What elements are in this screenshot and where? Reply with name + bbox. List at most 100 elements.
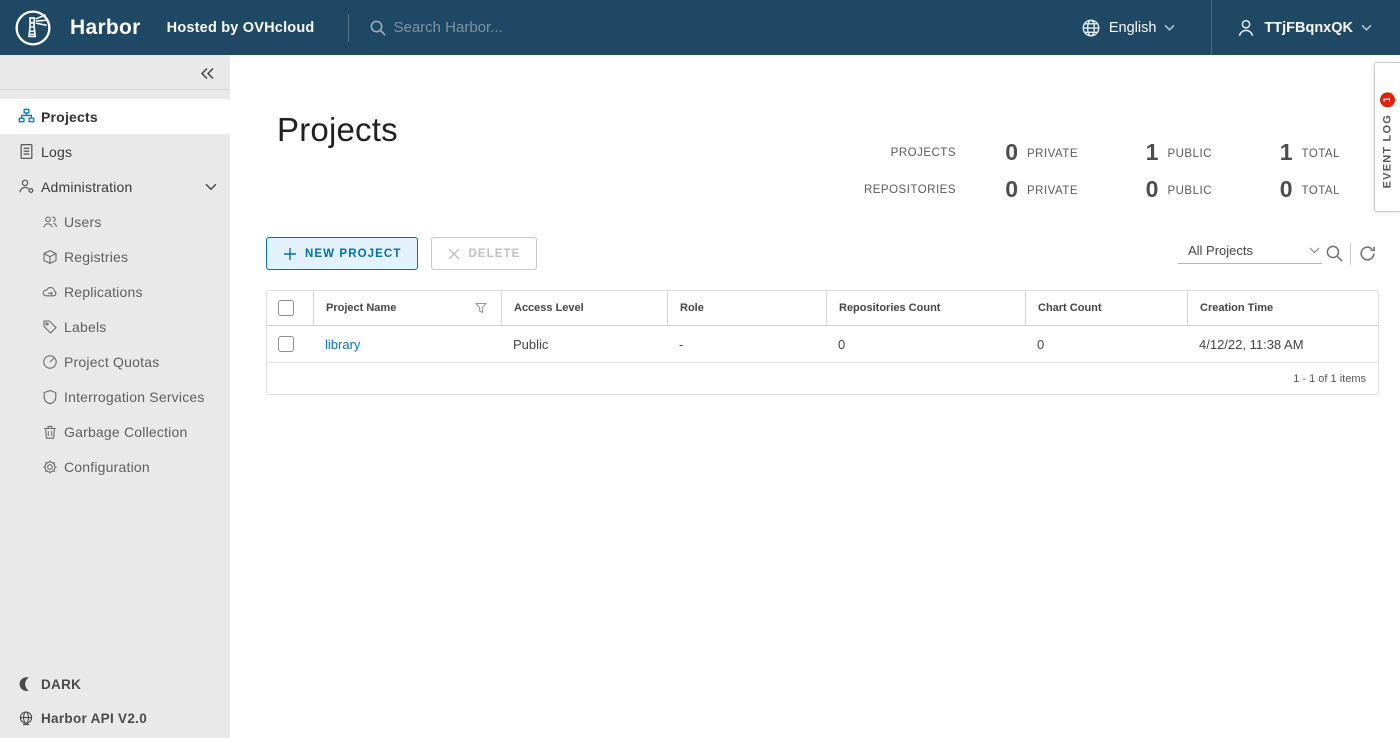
header-right-cluster: English TTjFBqnxQK bbox=[1081, 0, 1400, 55]
repos-private-count: 0 bbox=[1005, 176, 1018, 202]
table-pagination: 1 - 1 of 1 items bbox=[1293, 372, 1366, 385]
summary-stats: PROJECTS 0 PRIVATE 1 PUBLIC 1 TOTAL REPO… bbox=[844, 134, 1340, 208]
column-header: Project Name bbox=[326, 302, 397, 314]
logs-icon bbox=[18, 143, 35, 160]
sidebar-collapse-button[interactable] bbox=[196, 62, 218, 84]
plus-icon bbox=[283, 247, 297, 261]
dark-theme-toggle[interactable]: DARK bbox=[0, 667, 230, 701]
main-content: Projects PROJECTS 0 PRIVATE 1 PUBLIC 1 T… bbox=[230, 55, 1400, 738]
sidebar-item-garbage-collection[interactable]: Garbage Collection bbox=[0, 414, 230, 449]
search-projects-button[interactable] bbox=[1322, 242, 1346, 266]
column-header: Repositories Count bbox=[826, 291, 1025, 325]
access-level-cell: Public bbox=[513, 336, 549, 352]
select-all-checkbox[interactable] bbox=[278, 300, 294, 316]
shield-icon bbox=[42, 389, 58, 405]
event-log-flow: EVENT LOG 1 bbox=[1380, 85, 1395, 189]
pie-chart-icon bbox=[42, 354, 58, 370]
search-icon bbox=[1326, 245, 1343, 262]
sidebar-item-users[interactable]: Users bbox=[0, 204, 230, 239]
lighthouse-icon bbox=[15, 9, 51, 46]
row-checkbox[interactable] bbox=[278, 336, 294, 352]
creation-time-cell: 4/12/22, 11:38 AM bbox=[1199, 336, 1304, 352]
chevron-down-icon bbox=[205, 183, 217, 191]
toolbar-divider bbox=[1350, 242, 1351, 265]
api-link-label: Harbor API V2.0 bbox=[41, 710, 148, 726]
sidebar-item-projects[interactable]: Projects bbox=[0, 99, 230, 134]
language-label: English bbox=[1108, 19, 1157, 36]
cloud-sync-icon bbox=[42, 284, 58, 300]
sidebar-item-label: Logs bbox=[41, 143, 73, 160]
sidebar-item-configuration[interactable]: Configuration bbox=[0, 449, 230, 484]
refresh-icon bbox=[1359, 246, 1375, 261]
total-label: TOTAL bbox=[1301, 148, 1340, 160]
column-header: Access Level bbox=[501, 291, 667, 325]
sidebar-item-logs[interactable]: Logs bbox=[0, 134, 230, 169]
user-icon bbox=[1236, 18, 1256, 38]
close-icon bbox=[448, 248, 460, 260]
role-cell: - bbox=[679, 336, 684, 352]
search-input[interactable] bbox=[393, 19, 614, 36]
project-link[interactable]: library bbox=[325, 336, 361, 352]
event-log-badge: 1 bbox=[1380, 92, 1395, 108]
harbor-api-link[interactable]: Harbor API V2.0 bbox=[0, 701, 230, 735]
column-header: Creation Time bbox=[1187, 291, 1378, 325]
sidebar-item-label: Interrogation Services bbox=[64, 388, 205, 405]
sidebar-item-replications[interactable]: Replications bbox=[0, 274, 230, 309]
tag-icon bbox=[42, 319, 58, 335]
username-label: TTjFBqnxQK bbox=[1264, 19, 1353, 36]
sidebar-item-administration[interactable]: Administration bbox=[0, 169, 230, 204]
sidebar-item-label: Replications bbox=[64, 283, 143, 300]
repos-total-count: 0 bbox=[1279, 176, 1293, 202]
private-label: PRIVATE bbox=[1027, 148, 1078, 160]
projects-table: Project Name Access Level Role Repositor… bbox=[266, 290, 1379, 395]
chevron-down-icon bbox=[1309, 247, 1320, 254]
org-chart-icon bbox=[18, 108, 35, 125]
globe-icon bbox=[1081, 18, 1101, 38]
event-log-tab[interactable]: EVENT LOG 1 bbox=[1374, 62, 1400, 212]
repositories-stats-row: REPOSITORIES 0 PRIVATE 0 PUBLIC 0 TOTAL bbox=[844, 171, 1340, 208]
top-header: Harbor Hosted by OVHcloud English bbox=[0, 0, 1400, 55]
table-toolbar-right: All Projects bbox=[1178, 237, 1379, 270]
sidebar-item-label: Users bbox=[64, 213, 102, 230]
stats-row-label: PROJECTS bbox=[890, 146, 956, 159]
user-menu[interactable]: TTjFBqnxQK bbox=[1236, 18, 1372, 38]
trash-icon bbox=[42, 424, 58, 440]
sidebar-item-interrogation-services[interactable]: Interrogation Services bbox=[0, 379, 230, 414]
moon-icon bbox=[18, 676, 34, 692]
table-header-row: Project Name Access Level Role Repositor… bbox=[267, 291, 1378, 326]
projects-public-count: 1 bbox=[1145, 139, 1159, 165]
event-log-label: EVENT LOG bbox=[1381, 114, 1394, 189]
sidebar-item-registries[interactable]: Registries bbox=[0, 239, 230, 274]
global-search bbox=[369, 19, 614, 37]
harbor-lighthouse-logo[interactable] bbox=[14, 9, 52, 47]
new-project-label: NEW PROJECT bbox=[305, 247, 402, 260]
private-label: PRIVATE bbox=[1027, 185, 1078, 197]
stats-row-label: REPOSITORIES bbox=[863, 183, 956, 196]
chevron-down-icon bbox=[1164, 24, 1175, 31]
sidebar-item-labels[interactable]: Labels bbox=[0, 309, 230, 344]
delete-button[interactable]: DELETE bbox=[431, 237, 538, 270]
header-divider bbox=[348, 13, 350, 42]
sidebar-item-label: Configuration bbox=[64, 458, 150, 475]
sidebar-header-strip bbox=[0, 55, 230, 90]
admin-user-gear-icon bbox=[18, 178, 35, 195]
users-icon bbox=[42, 214, 58, 230]
new-project-button[interactable]: NEW PROJECT bbox=[266, 237, 419, 270]
sidebar-nav: Projects Logs Administ bbox=[0, 55, 230, 738]
total-label: TOTAL bbox=[1301, 185, 1340, 197]
language-menu[interactable]: English bbox=[1081, 18, 1176, 38]
project-scope-value: All Projects bbox=[1188, 243, 1254, 258]
api-globe-icon bbox=[18, 710, 34, 726]
sidebar-item-label: Administration bbox=[41, 178, 133, 195]
refresh-button[interactable] bbox=[1355, 242, 1379, 266]
sidebar-item-project-quotas[interactable]: Project Quotas bbox=[0, 344, 230, 379]
public-label: PUBLIC bbox=[1167, 185, 1212, 197]
project-scope-select[interactable]: All Projects bbox=[1178, 243, 1322, 264]
table-row: library Public - 0 0 4/12/22, 11:38 AM bbox=[267, 326, 1378, 363]
app-title: Harbor bbox=[70, 15, 141, 39]
projects-total-count: 1 bbox=[1279, 139, 1293, 165]
sidebar-footer: DARK Harbor API V2.0 bbox=[0, 667, 230, 735]
filter-icon[interactable] bbox=[475, 302, 487, 314]
projects-stats-row: PROJECTS 0 PRIVATE 1 PUBLIC 1 TOTAL bbox=[844, 134, 1340, 171]
chevron-down-icon bbox=[1361, 24, 1372, 31]
